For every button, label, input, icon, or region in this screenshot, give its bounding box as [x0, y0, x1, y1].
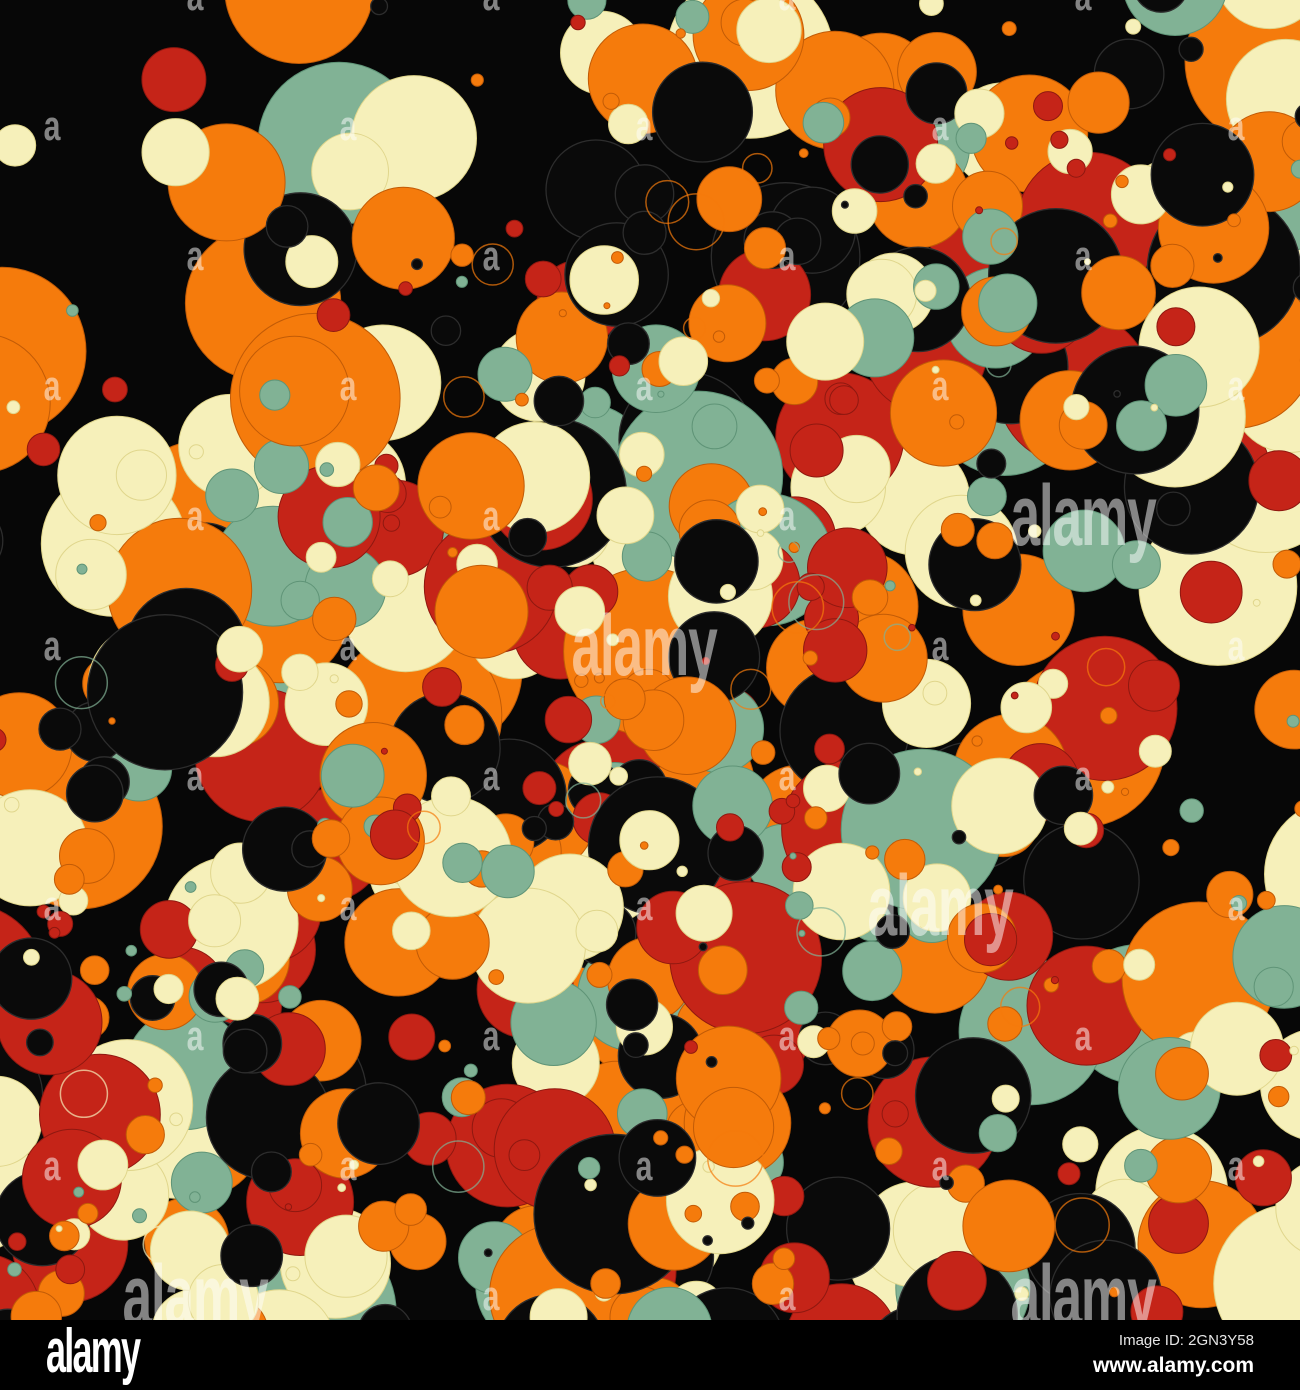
watermark-letter: a: [340, 882, 357, 929]
watermark-word: alamy: [572, 598, 718, 694]
watermark-letter: a: [44, 622, 61, 669]
watermark-bar: alamy Image ID: 2GN3Y58 www.alamy.com: [0, 1317, 1300, 1390]
circles-artwork: a a a a a a a a a a a a a a a a a a a a a a a a a a a a a a a a a a a a a a a a…: [0, 0, 1300, 1320]
watermark-letter: a: [636, 882, 653, 929]
watermark-letter: a: [483, 1272, 500, 1319]
watermark-letter: a: [483, 1012, 500, 1059]
watermark-letter: a: [187, 0, 204, 19]
watermark-letter: a: [483, 752, 500, 799]
alamy-url: www.alamy.com: [1092, 1354, 1254, 1377]
watermark-word: alamy: [123, 1248, 269, 1320]
watermark-letter: a: [636, 1142, 653, 1189]
watermark-letter: a: [1075, 232, 1092, 279]
watermark-letter: a: [340, 622, 357, 669]
watermark-letter: a: [187, 232, 204, 279]
watermark-letter: a: [932, 102, 949, 149]
watermark-letter: a: [1228, 102, 1245, 149]
watermark-letter: a: [44, 102, 61, 149]
alamy-logo: alamy: [46, 1317, 141, 1386]
image-meta: Image ID: 2GN3Y58 www.alamy.com: [1093, 1332, 1254, 1378]
watermark-letter: a: [340, 362, 357, 409]
watermark-letter: a: [1228, 362, 1245, 409]
watermark-letter: a: [779, 1272, 796, 1319]
watermark-letter: a: [779, 1012, 796, 1059]
watermark-word: alamy: [1011, 468, 1157, 564]
watermark-letter: a: [1228, 622, 1245, 669]
watermark-letter: a: [187, 752, 204, 799]
watermark-letter: a: [932, 362, 949, 409]
watermark-letter: a: [483, 0, 500, 19]
watermark-letter: a: [340, 102, 357, 149]
watermark-letter: a: [1228, 1142, 1245, 1189]
watermark-letter: a: [636, 102, 653, 149]
watermark-letter: a: [779, 492, 796, 539]
image-id-label: Image ID: 2GN3Y58: [1118, 1332, 1254, 1349]
watermark-letter: a: [187, 492, 204, 539]
watermark-letter: a: [779, 752, 796, 799]
watermark-letter: a: [187, 1012, 204, 1059]
watermark-letter: a: [44, 362, 61, 409]
watermark-letter: a: [932, 1142, 949, 1189]
watermark-letter: a: [1075, 1012, 1092, 1059]
watermark-letter: a: [483, 492, 500, 539]
watermark-letter: a: [779, 232, 796, 279]
watermark-letter: a: [636, 362, 653, 409]
watermark-letter: a: [44, 882, 61, 929]
watermark-letter: a: [1228, 882, 1245, 929]
watermark-letter: a: [483, 232, 500, 279]
watermark-letter: a: [779, 0, 796, 19]
watermark-letter: a: [1075, 752, 1092, 799]
watermark-word: alamy: [1011, 1248, 1157, 1320]
watermark-letter: a: [932, 622, 949, 669]
artwork-canvas: a a a a a a a a a a a a a a a a a a a a a a a a a a a a a a a a a a a a a a a a…: [0, 0, 1300, 1320]
watermark-letter: a: [340, 1142, 357, 1189]
watermark-letter: a: [44, 1142, 61, 1189]
watermark-letter: a: [1075, 0, 1092, 19]
watermark-word: alamy: [868, 858, 1014, 954]
